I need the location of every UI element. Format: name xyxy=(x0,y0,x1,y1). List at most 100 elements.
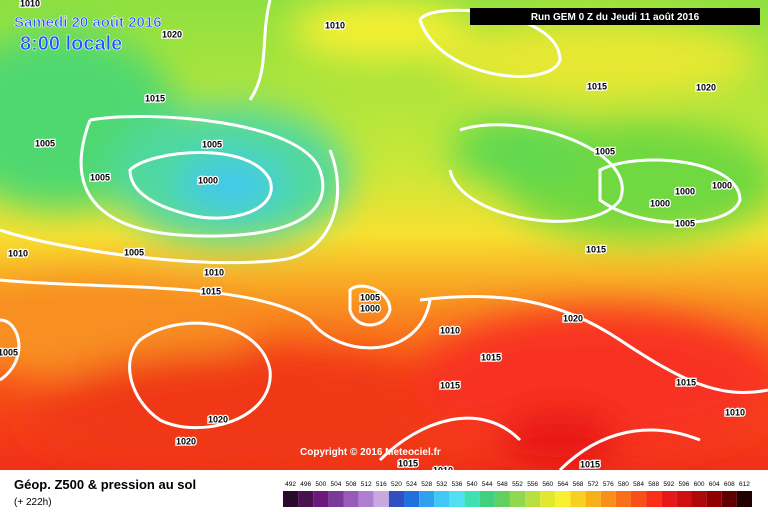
isobar-label: 1010 xyxy=(440,325,460,335)
isobar-label: 1015 xyxy=(676,377,696,387)
scale-label: 600 xyxy=(694,481,705,488)
footer-lead: (+ 222h) xyxy=(14,497,52,508)
isobar-label: 1005 xyxy=(595,146,615,156)
scale-label: 608 xyxy=(724,481,735,488)
scale-swatch xyxy=(449,491,465,507)
isobar-label: 1000 xyxy=(198,175,218,185)
scale-swatch xyxy=(691,491,707,507)
isobar-label: 1005 xyxy=(0,347,18,357)
scale-label: 560 xyxy=(542,481,553,488)
scale-label: 532 xyxy=(436,481,447,488)
scale-label: 568 xyxy=(573,481,584,488)
map-background xyxy=(0,0,768,470)
scale-label: 516 xyxy=(376,481,387,488)
scale-label: 504 xyxy=(331,481,342,488)
isobar-label: 1000 xyxy=(712,180,732,190)
isobar-label: 1015 xyxy=(580,459,600,469)
isobar-label: 1015 xyxy=(481,352,501,362)
scale-swatch xyxy=(358,491,374,507)
scale-swatch xyxy=(570,491,586,507)
scale-swatch xyxy=(661,491,677,507)
scale-swatch xyxy=(494,491,510,507)
scale-label: 564 xyxy=(557,481,568,488)
scale-swatch xyxy=(343,491,359,507)
isobar-label: 1020 xyxy=(696,82,716,92)
scale-swatch xyxy=(434,491,450,507)
scale-label: 596 xyxy=(678,481,689,488)
copyright: Copyright © 2016 Meteociel.fr xyxy=(300,447,441,458)
isobar-label: 1015 xyxy=(586,244,606,254)
scale-label: 528 xyxy=(421,481,432,488)
scale-label: 520 xyxy=(391,481,402,488)
isobar-label: 1020 xyxy=(208,414,228,424)
isobar-label: 1015 xyxy=(201,286,221,296)
scale-swatch xyxy=(388,491,405,507)
scale-label: 588 xyxy=(648,481,659,488)
isobar-label: 1005 xyxy=(124,247,144,257)
isobar-label: 1020 xyxy=(563,313,583,323)
scale-label: 492 xyxy=(285,481,296,488)
scale-label: 544 xyxy=(482,481,493,488)
scale-label: 496 xyxy=(300,481,311,488)
scale-swatch xyxy=(283,491,299,507)
scale-swatch xyxy=(555,491,571,507)
scale-label: 524 xyxy=(406,481,417,488)
isobar-label: 1020 xyxy=(176,436,196,446)
run-info: Run GEM 0 Z du Jeudi 11 août 2016 xyxy=(531,12,700,23)
isobar-label: 1010 xyxy=(20,0,40,8)
scale-label: 572 xyxy=(588,481,599,488)
scale-label: 612 xyxy=(739,481,750,488)
isobar-label: 1000 xyxy=(360,303,380,313)
scale-label: 540 xyxy=(467,481,478,488)
scale-swatch xyxy=(328,491,344,507)
color-scale: 492 496 500 504 508 512 516 520 524 528 532 536 540 5… xyxy=(283,481,752,507)
scale-label: 500 xyxy=(315,481,326,488)
scale-swatch xyxy=(479,491,495,507)
isobar-label: 1005 xyxy=(90,172,110,182)
scale-swatch xyxy=(404,491,420,507)
scale-label: 508 xyxy=(346,481,357,488)
scale-swatch xyxy=(298,491,314,507)
isobar-label: 1015 xyxy=(587,81,607,91)
scale-swatch xyxy=(736,491,752,507)
scale-swatch xyxy=(646,491,662,507)
isobar-label: 1015 xyxy=(145,93,165,103)
isobar-label: 1005 xyxy=(360,292,380,302)
scale-label: 576 xyxy=(603,481,614,488)
time: 8:00 locale xyxy=(20,33,122,55)
isobar-label: 1000 xyxy=(675,186,695,196)
isobar-label: 1010 xyxy=(325,20,345,30)
scale-swatch xyxy=(676,491,692,507)
scale-swatch xyxy=(615,491,631,507)
date: Samedi 20 août 2016 xyxy=(14,14,162,31)
scale-label: 592 xyxy=(663,481,674,488)
scale-label: 552 xyxy=(512,481,523,488)
scale-label: 556 xyxy=(527,481,538,488)
isobar-label: 1005 xyxy=(675,218,695,228)
isobar-label: 1015 xyxy=(398,458,418,468)
scale-swatch xyxy=(464,491,480,507)
isobar-label: 1015 xyxy=(440,380,460,390)
isobar-label: 1010 xyxy=(204,267,224,277)
isobar-label: 1020 xyxy=(162,29,182,39)
footer-title: Géop. Z500 & pression au sol xyxy=(14,477,196,492)
scale-swatch xyxy=(721,491,737,507)
scale-label: 580 xyxy=(618,481,629,488)
isobar-label: 1000 xyxy=(650,198,670,208)
scale-label: 536 xyxy=(452,481,463,488)
scale-swatch xyxy=(525,491,541,507)
scale-label: 512 xyxy=(361,481,372,488)
run-banner xyxy=(470,8,760,25)
scale-swatch xyxy=(313,491,329,507)
scale-label: 604 xyxy=(709,481,720,488)
isobar-label: 1005 xyxy=(35,138,55,148)
isobars xyxy=(0,0,768,470)
isobar-label: 1005 xyxy=(202,139,222,149)
scale-label: 584 xyxy=(633,481,644,488)
isobar-label: 1010 xyxy=(725,407,745,417)
scale-swatch xyxy=(373,491,389,507)
isobar-label: 1010 xyxy=(8,248,28,258)
scale-swatch xyxy=(585,491,601,507)
scale-label: 548 xyxy=(497,481,508,488)
